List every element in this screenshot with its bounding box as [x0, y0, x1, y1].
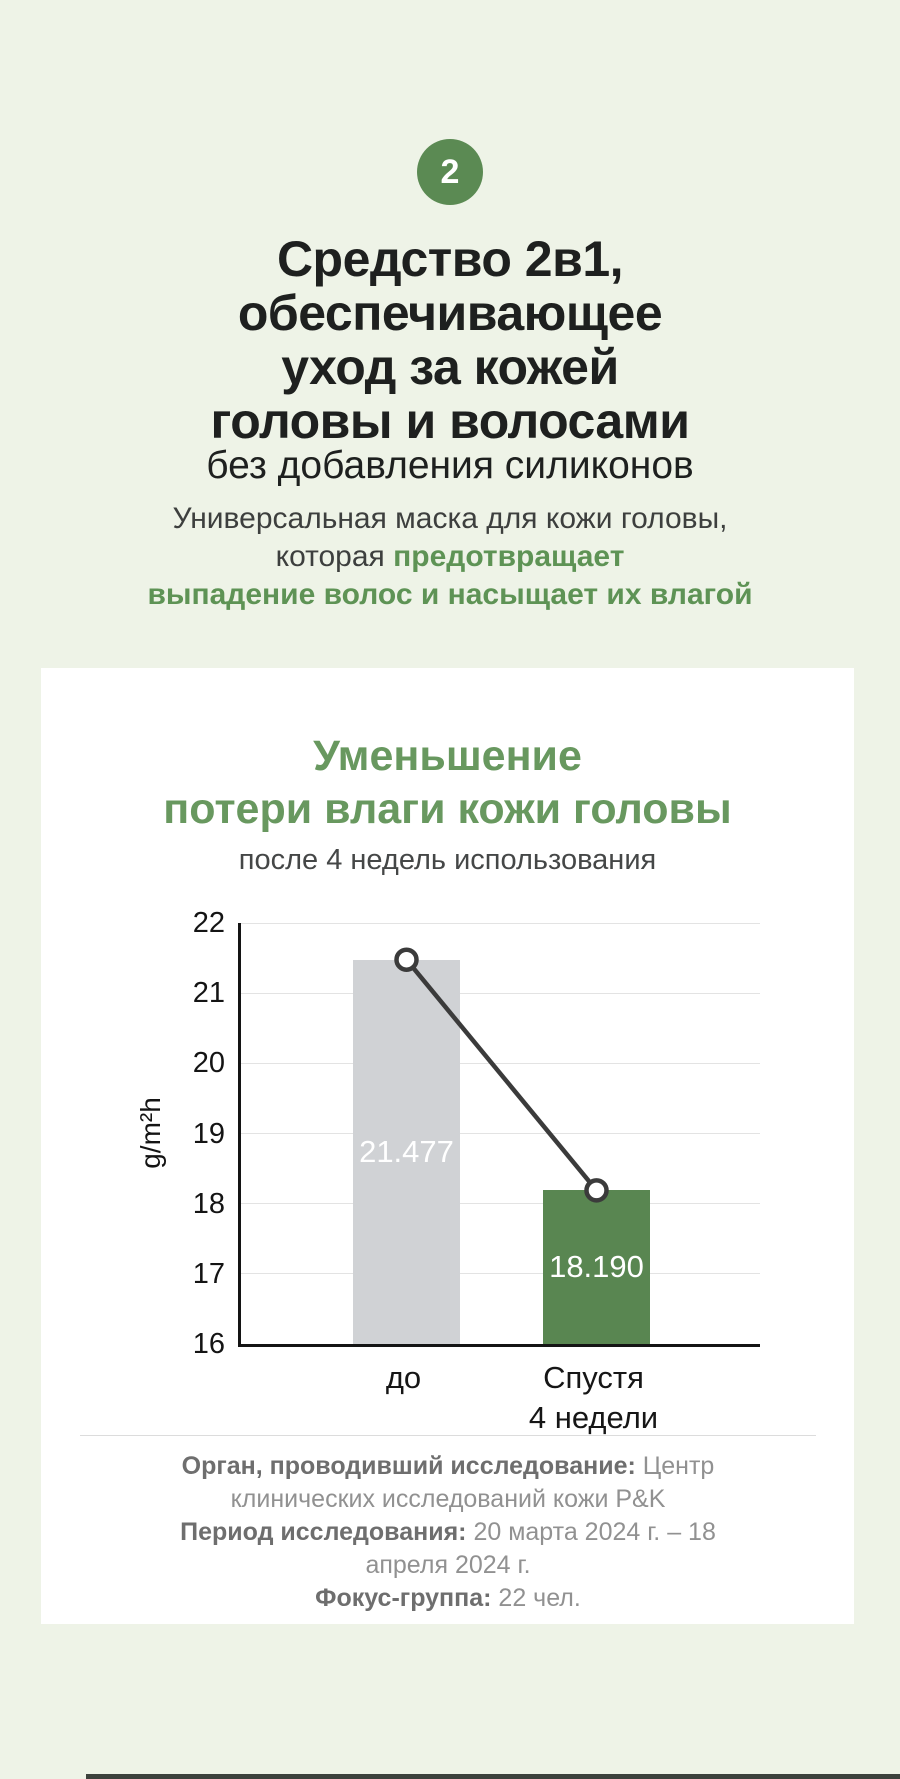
footnote-period: Период исследования: 20 марта 2024 г. – …: [180, 1518, 716, 1579]
bar-value-label: 21.477: [359, 1133, 454, 1169]
intro-line-1: Универсальная маска для кожи головы,: [172, 502, 728, 535]
bar-value-label: 18.190: [549, 1249, 644, 1285]
gridline: [241, 1133, 760, 1134]
page-title-line: уход за кожей: [281, 339, 619, 395]
y-tick-label: 20: [192, 1047, 225, 1080]
y-tick-label: 18: [192, 1187, 225, 1220]
y-tick-label: 22: [192, 907, 225, 939]
x-tick-label: до: [385, 1360, 422, 1395]
intro-highlight: выпадение волос и насыщает их влагой: [147, 578, 753, 611]
page-title-line: обеспечивающее: [237, 285, 663, 341]
gridline: [241, 1062, 760, 1064]
y-tick-label: 16: [192, 1328, 225, 1360]
gridline: [241, 992, 760, 994]
intro-text: Универсальная маска для кожи головы, кот…: [0, 500, 900, 614]
x-tick-label: Спустя 4 недели: [528, 1360, 659, 1435]
footnote-organization: Орган, проводивший исследование: Центр к…: [181, 1452, 715, 1513]
gridline: [241, 922, 760, 924]
intro-line-3: выпадение волос и насыщает их влагой: [0, 576, 900, 614]
step-badge-number: 2: [440, 152, 460, 191]
y-tick-label: 19: [192, 1117, 225, 1150]
intro-highlight: предотвращает: [393, 540, 625, 573]
chart-card: Уменьшение потери влаги кожи головы посл…: [41, 668, 854, 1624]
card-divider: [80, 1435, 816, 1436]
y-tick-label: 17: [192, 1257, 225, 1290]
bar-before: 21.477: [353, 959, 460, 1344]
gridline: [241, 1273, 760, 1275]
gridline: [241, 1203, 760, 1205]
study-footnotes: Орган, проводивший исследование: Центр к…: [138, 1450, 758, 1615]
bar-after: 18.190: [543, 1190, 650, 1344]
page-title-line: Средство 2в1,: [276, 231, 624, 287]
plot-area: 16 17 18 19 20 21 22 21.477 18.190: [193, 907, 760, 1360]
page-title-line: головы и волосами: [210, 393, 690, 449]
y-tick-label: 21: [192, 977, 225, 1010]
step-badge: 2: [417, 139, 483, 205]
chart-title: Уменьшение потери влаги кожи головы: [163, 732, 732, 833]
page-title: Средство 2в1, обеспечивающее уход за кож…: [0, 232, 900, 448]
page-subtitle: без добавления силиконов: [206, 444, 694, 487]
next-section-edge: [86, 1774, 900, 1779]
chart-subtitle: после 4 недель использования: [238, 844, 657, 876]
intro-line-2: которая предотвращает: [275, 540, 625, 573]
footnote-focus-group: Фокус-группа: 22 чел.: [315, 1584, 581, 1612]
